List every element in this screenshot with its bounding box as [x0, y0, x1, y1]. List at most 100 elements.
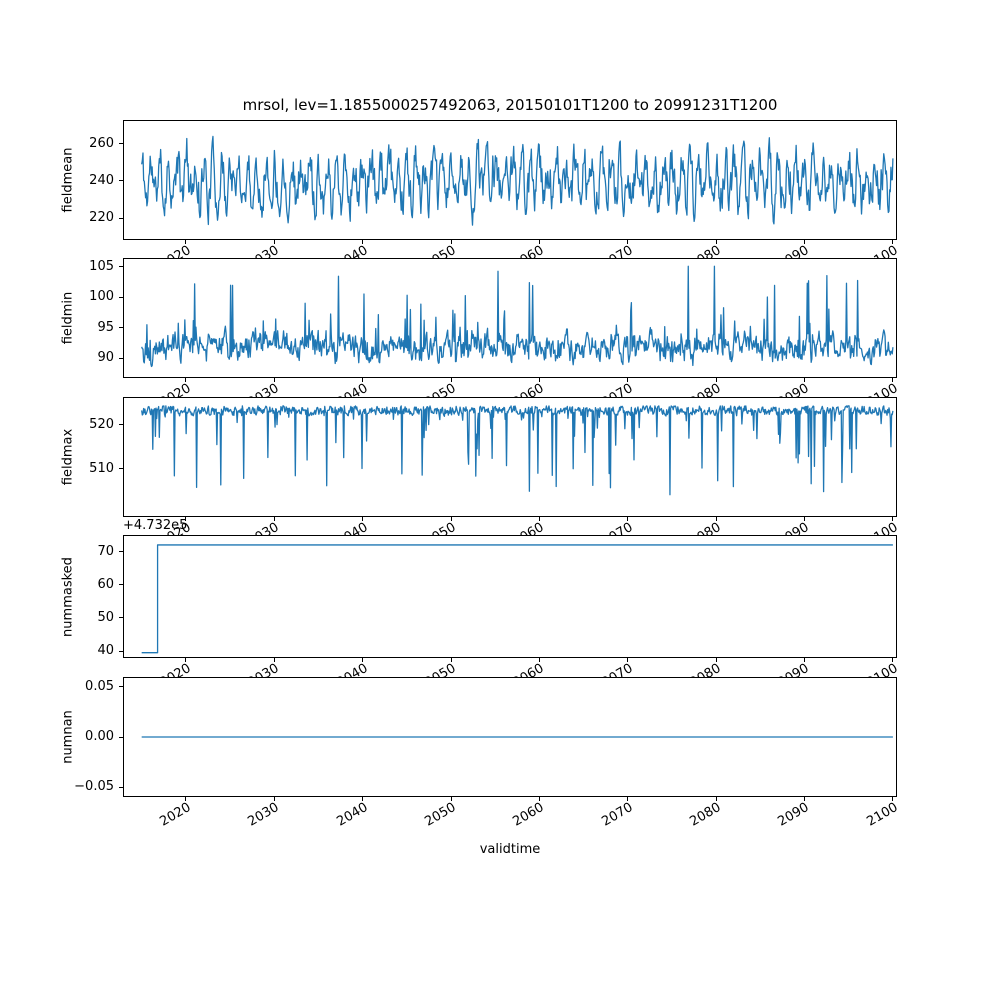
x-tick-mark	[362, 517, 364, 521]
x-tick-mark	[273, 797, 275, 801]
x-tick-mark	[185, 240, 187, 244]
nummasked-series-canvas	[124, 536, 896, 657]
x-tick-mark	[362, 240, 364, 244]
x-tick-mark	[715, 517, 717, 521]
x-tick-mark	[362, 797, 364, 801]
y-tick-mark	[119, 180, 123, 182]
y-tick-mark	[119, 143, 123, 145]
x-tick-mark	[273, 378, 275, 382]
fieldmax-series-canvas	[124, 398, 896, 516]
y-tick-label: 40	[97, 643, 114, 659]
y-tick-label: 95	[97, 319, 114, 335]
x-tick-mark	[362, 658, 364, 662]
x-tick-label-text: 2080	[687, 800, 724, 830]
subplot-numnan	[123, 677, 897, 797]
x-tick-mark	[804, 797, 806, 801]
y-tick-mark	[119, 266, 123, 268]
x-tick-mark	[715, 240, 717, 244]
x-tick-mark	[185, 658, 187, 662]
x-tick-mark	[450, 240, 452, 244]
y-tick-mark	[119, 424, 123, 426]
x-tick-mark	[362, 378, 364, 382]
y-tick-mark	[119, 551, 123, 553]
xlabel-validtime: validtime	[479, 842, 541, 857]
x-tick-mark	[538, 240, 540, 244]
y-tick-label: 90	[97, 350, 114, 366]
y-tick-mark	[119, 650, 123, 652]
x-tick-mark	[892, 378, 894, 382]
x-tick-label-text: 2050	[422, 800, 459, 830]
y-tick-mark	[119, 617, 123, 619]
fieldmin-series-canvas	[124, 259, 896, 377]
x-tick-mark	[804, 378, 806, 382]
y-tick-mark	[119, 584, 123, 586]
ylabel-nummasked: nummasked	[60, 556, 76, 637]
y-tick-label: 50	[97, 609, 114, 625]
x-tick-mark	[804, 517, 806, 521]
y-tick-mark	[119, 468, 123, 470]
x-tick-mark	[715, 378, 717, 382]
y-tick-mark	[119, 736, 123, 738]
x-tick-mark	[627, 517, 629, 521]
x-tick-label-text: 2090	[775, 800, 813, 830]
y-tick-label: 0.00	[85, 729, 114, 744]
y-tick-label: −0.05	[74, 779, 114, 795]
x-tick-mark	[892, 517, 894, 521]
x-tick-mark	[627, 378, 629, 382]
ylabel-fieldmin: fieldmin	[60, 291, 76, 345]
x-tick-label-text: 2030	[245, 800, 282, 830]
x-tick-label-text: 2060	[510, 800, 547, 830]
y-tick-mark	[119, 686, 123, 688]
x-tick-mark	[538, 378, 540, 382]
x-tick-mark	[450, 797, 452, 801]
y-tick-label: 220	[89, 210, 114, 226]
x-tick-mark	[627, 240, 629, 244]
y-axis-offset-text: +4.732e5	[123, 518, 188, 533]
x-tick-mark	[273, 517, 275, 521]
y-tick-mark	[119, 357, 123, 359]
x-tick-label-text: 2100	[864, 800, 901, 830]
x-tick-mark	[450, 378, 452, 382]
numnan-series-canvas	[124, 678, 896, 796]
x-tick-mark	[185, 517, 187, 521]
y-tick-label: 240	[89, 172, 114, 188]
x-tick-mark	[273, 240, 275, 244]
y-tick-mark	[119, 217, 123, 219]
y-tick-mark	[119, 786, 123, 788]
x-tick-label-text: 2070	[599, 800, 636, 830]
ylabel-fieldmean: fieldmean	[60, 147, 76, 213]
x-tick-mark	[892, 797, 894, 801]
x-tick-mark	[273, 658, 275, 662]
x-tick-mark	[892, 240, 894, 244]
x-tick-label-text: 2040	[333, 800, 371, 830]
subplot-fieldmean	[123, 120, 897, 240]
x-tick-mark	[450, 517, 452, 521]
fieldmean-series-canvas	[124, 121, 896, 239]
subplot-nummasked	[123, 535, 897, 658]
x-tick-mark	[538, 658, 540, 662]
x-tick-mark	[892, 658, 894, 662]
x-tick-mark	[450, 658, 452, 662]
x-tick-label-text: 2020	[157, 800, 194, 830]
y-tick-mark	[119, 296, 123, 298]
ylabel-fieldmax: fieldmax	[60, 428, 76, 486]
y-tick-label: 510	[89, 460, 114, 476]
y-tick-label: 520	[89, 416, 114, 432]
x-tick-mark	[185, 378, 187, 382]
x-tick-mark	[804, 658, 806, 662]
y-tick-label: 105	[89, 258, 114, 274]
chart-title: mrsol, lev=1.1855000257492063, 20150101T…	[242, 96, 778, 114]
subplot-fieldmin	[123, 258, 897, 378]
x-tick-mark	[715, 797, 717, 801]
y-tick-label: 60	[97, 576, 114, 592]
y-tick-label: 260	[89, 135, 114, 151]
x-tick-mark	[538, 797, 540, 801]
x-tick-mark	[804, 240, 806, 244]
y-tick-label: 70	[97, 543, 114, 559]
y-tick-label: 100	[89, 289, 114, 305]
x-tick-mark	[627, 797, 629, 801]
ylabel-numnan: numnan	[60, 710, 76, 764]
y-tick-label: 0.05	[85, 678, 114, 694]
x-tick-mark	[627, 658, 629, 662]
